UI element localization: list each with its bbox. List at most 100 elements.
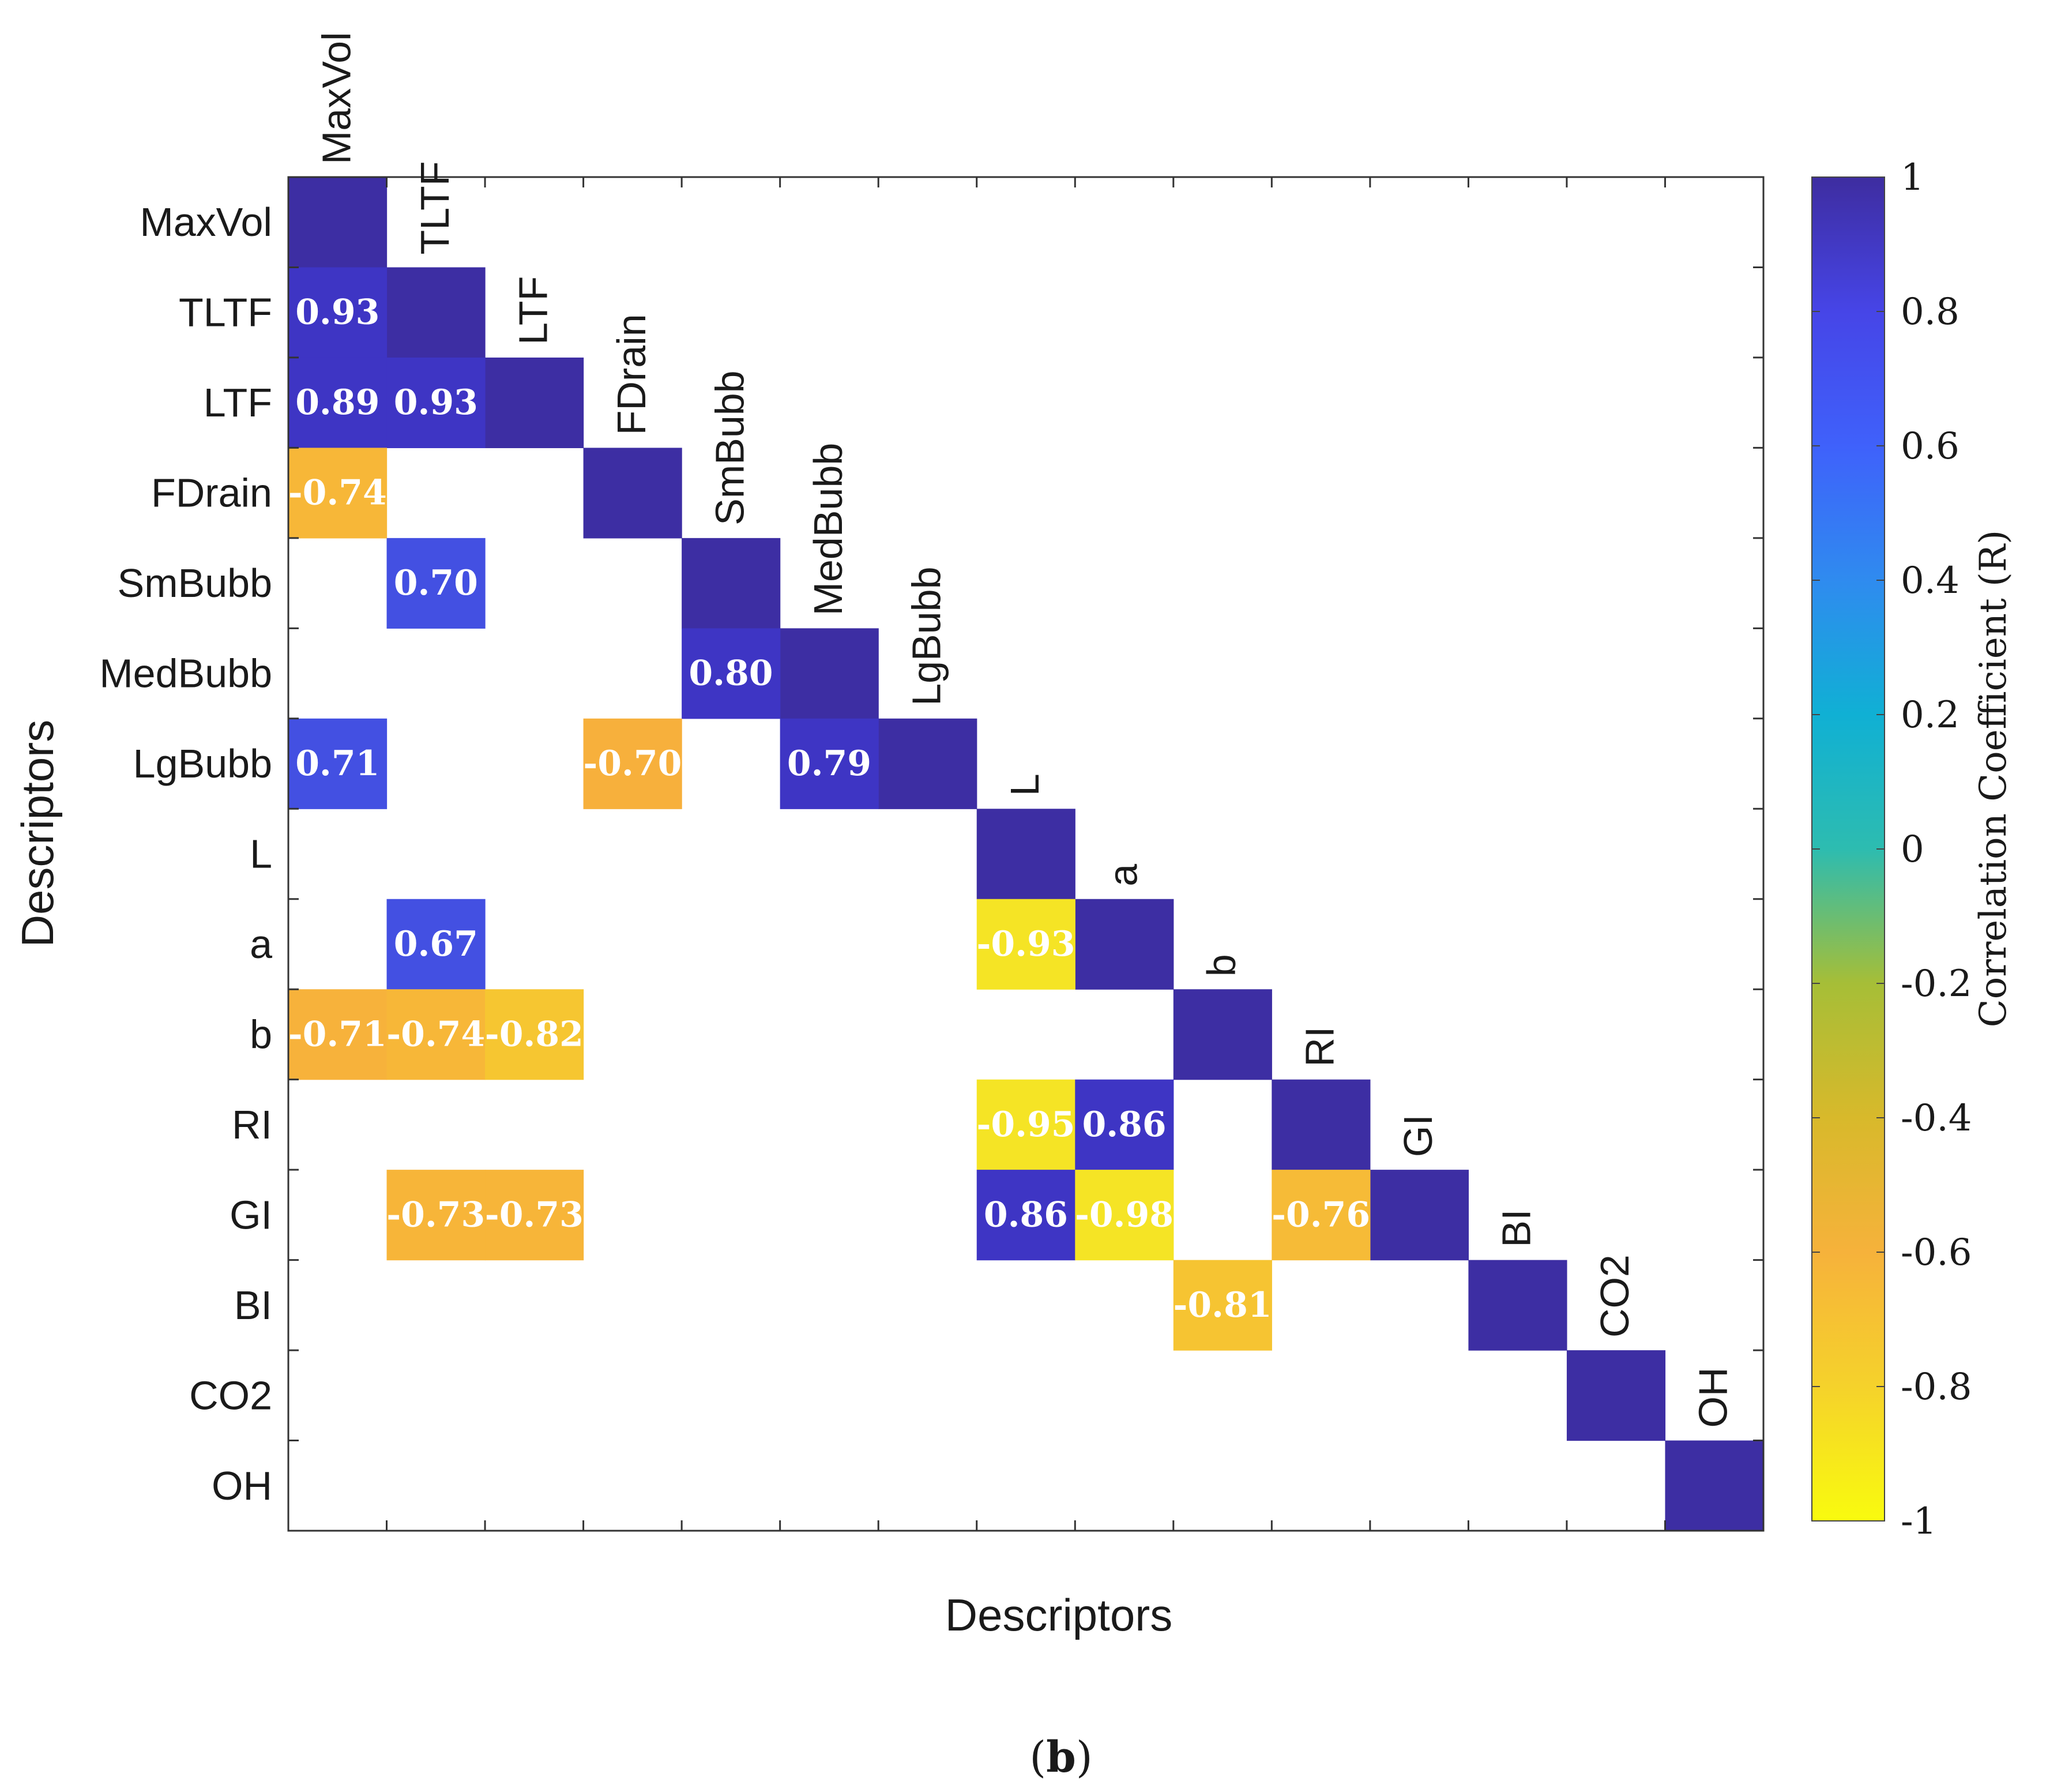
col-label-b: b <box>1199 954 1244 976</box>
colorbar-tick-label: -0.2 <box>1901 963 1972 1005</box>
cell-value-tltf-maxvol: 0.93 <box>295 292 379 333</box>
col-label-fdrain: FDrain <box>609 314 654 435</box>
cell-value-gi-ltf: -0.73 <box>485 1194 584 1235</box>
cell-value-gi-ri: -0.76 <box>1272 1194 1370 1235</box>
cell-value-gi-l: 0.86 <box>984 1194 1068 1235</box>
cell-value-b-tltf: -0.74 <box>386 1014 485 1054</box>
cell-diagonal-l <box>976 809 1075 900</box>
cell-medbubb-smbubb <box>682 628 781 719</box>
cell-b-maxvol <box>288 989 388 1080</box>
cell-diagonal-medbubb <box>780 628 879 719</box>
cell-a-tltf <box>386 899 486 990</box>
cell-value-labels: 0.93 0.89 0.93 -0.74 0.70 0.80 0.71 -0.70 0.79 0.… <box>288 292 1370 1325</box>
cell-value-gi-tltf: -0.73 <box>386 1194 485 1235</box>
cell-ltf-maxvol <box>288 357 388 448</box>
heatmap-cells <box>288 177 1764 1531</box>
cell-diagonal-maxvol <box>288 177 388 268</box>
row-label-maxvol: MaxVol <box>140 200 272 245</box>
cell-smbubb-tltf <box>386 538 486 629</box>
cell-diagonal-ltf <box>485 357 584 448</box>
diagonal-column-labels: MaxVol TLTF LTF FDrain SmBubb MedBubb LgBubb La… <box>314 32 1735 1427</box>
cell-gi-ri <box>1272 1170 1371 1261</box>
row-label-b: b <box>250 1012 272 1057</box>
col-label-maxvol: MaxVol <box>314 32 359 164</box>
axis-ticks <box>288 177 1763 1531</box>
col-label-lgbubb: LgBubb <box>904 566 949 705</box>
cell-diagonal-gi <box>1370 1170 1469 1261</box>
cell-gi-ltf <box>485 1170 584 1261</box>
colorbar-tick-label: 1 <box>1901 156 1924 199</box>
col-label-gi: GI <box>1396 1114 1441 1157</box>
colorbar-tick-label: -0.8 <box>1901 1366 1972 1408</box>
col-label-medbubb: MedBubb <box>806 443 851 616</box>
colorbar-tick-label: -0.4 <box>1901 1097 1972 1140</box>
cell-lgbubb-maxvol <box>288 718 388 809</box>
cell-b-tltf <box>386 989 486 1080</box>
cell-diagonal-ri <box>1272 1079 1371 1170</box>
cell-value-b-ltf: -0.82 <box>485 1014 584 1054</box>
colorbar-tick-label: 0 <box>1901 828 1924 871</box>
cell-value-fdrain-maxvol: -0.74 <box>288 473 387 513</box>
col-label-ltf: LTF <box>510 276 555 345</box>
cell-lgbubb-fdrain <box>583 718 682 809</box>
cell-diagonal-tltf <box>386 267 486 358</box>
cell-value-gi-a: -0.98 <box>1075 1194 1174 1235</box>
col-label-ri: RI <box>1297 1027 1342 1067</box>
cell-value-ltf-maxvol: 0.89 <box>295 382 379 423</box>
col-label-l: L <box>1002 773 1047 796</box>
cell-diagonal-bi <box>1468 1260 1567 1351</box>
cell-value-lgbubb-fdrain: -0.70 <box>583 743 682 784</box>
cell-diagonal-oh <box>1665 1440 1764 1531</box>
col-label-smbubb: SmBubb <box>707 370 752 525</box>
y-axis-tick-labels: MaxVol TLTF LTF FDrain SmBubb MedBubb LgBubb La… <box>99 200 272 1508</box>
col-label-co2: CO2 <box>1592 1254 1637 1338</box>
row-label-gi: GI <box>230 1192 272 1237</box>
cell-diagonal-smbubb <box>682 538 781 629</box>
cell-gi-l <box>976 1170 1075 1261</box>
cell-diagonal-b <box>1173 989 1272 1080</box>
cell-tltf-maxvol <box>288 267 388 358</box>
row-label-ri: RI <box>232 1102 272 1147</box>
col-label-tltf: TLTF <box>412 161 457 254</box>
col-label-a: a <box>1101 864 1146 886</box>
panel-letter: b <box>1046 1733 1076 1782</box>
cell-value-ri-a: 0.86 <box>1082 1104 1166 1145</box>
cell-ltf-tltf <box>386 357 486 448</box>
colorbar-tick-label: 0.8 <box>1901 291 1960 333</box>
colorbar-tick-label: -1 <box>1901 1500 1936 1543</box>
cell-value-lgbubb-medbubb: 0.79 <box>787 743 871 784</box>
row-label-a: a <box>250 922 272 967</box>
row-label-oh: OH <box>212 1463 272 1508</box>
cell-value-b-maxvol: -0.71 <box>288 1014 387 1054</box>
x-axis-label: Descriptors <box>945 1590 1172 1640</box>
cell-value-ltf-tltf: 0.93 <box>394 382 478 423</box>
cell-value-smbubb-tltf: 0.70 <box>394 563 478 603</box>
row-label-bi: BI <box>234 1283 272 1328</box>
cell-diagonal-co2 <box>1566 1350 1666 1441</box>
cell-fdrain-maxvol <box>288 448 388 539</box>
cell-gi-tltf <box>386 1170 486 1261</box>
row-label-tltf: TLTF <box>179 290 272 335</box>
row-label-l: L <box>250 832 272 877</box>
row-label-ltf: LTF <box>204 380 272 425</box>
cell-ri-l <box>976 1079 1075 1170</box>
cell-diagonal-fdrain <box>583 448 682 539</box>
col-label-bi: BI <box>1494 1209 1539 1247</box>
y-axis-label: Descriptors <box>12 720 63 947</box>
colorbar-tick-label: -0.6 <box>1901 1231 1972 1274</box>
row-label-medbubb: MedBubb <box>99 651 272 696</box>
cell-diagonal-a <box>1075 899 1174 990</box>
plot-frame <box>287 176 1765 1532</box>
cell-value-lgbubb-maxvol: 0.71 <box>295 743 379 784</box>
colorbar-label: Correlation Coefficient (R) <box>1972 530 2015 1027</box>
colorbar-tick-label: 0.2 <box>1901 694 1960 737</box>
row-label-smbubb: SmBubb <box>118 561 272 606</box>
cell-diagonal-lgbubb <box>878 718 977 809</box>
row-label-lgbubb: LgBubb <box>133 741 272 786</box>
cell-value-a-l: -0.93 <box>976 924 1075 964</box>
colorbar-tick-label: 0.6 <box>1901 425 1960 468</box>
cell-a-l <box>976 899 1075 990</box>
cell-lgbubb-medbubb <box>780 718 879 809</box>
cell-bi-b <box>1173 1260 1272 1351</box>
